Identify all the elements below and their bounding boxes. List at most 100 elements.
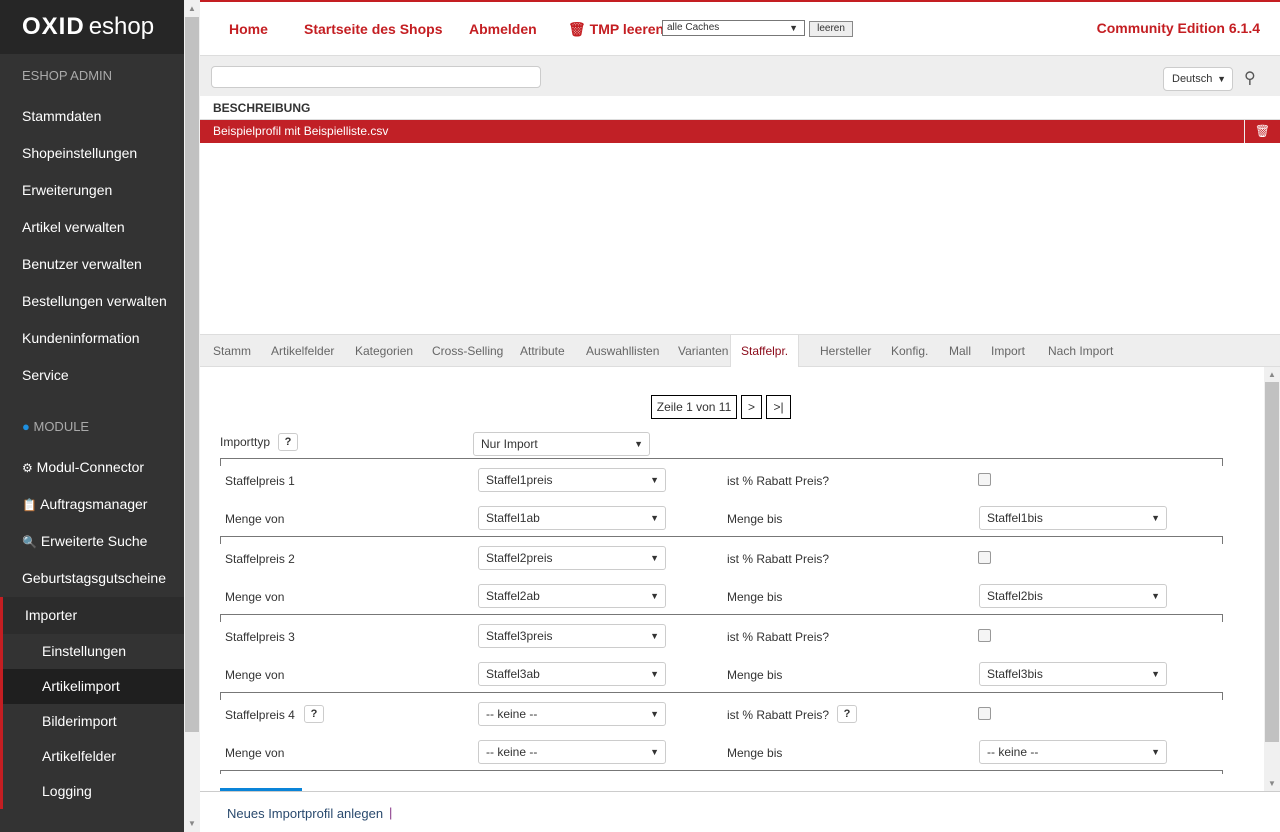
tab[interactable]: Stamm [213,344,252,358]
tab[interactable]: Mall [949,344,972,358]
from-select[interactable]: Staffel3ab ▼ [478,662,666,686]
sidebar-subitem[interactable]: Bilderimport [0,704,184,739]
price-select[interactable]: -- keine -- ▼ [478,702,666,726]
delete-icon[interactable]: 🗑 [1244,120,1280,143]
tab[interactable]: Cross-Selling [432,344,504,358]
pager-next-button[interactable]: > [741,395,762,419]
scroll-down-icon[interactable]: ▼ [1268,779,1276,788]
tab-bar: Stamm Artikelfelder Kategorien Cross-Sellin… [200,334,1280,368]
tab[interactable]: Varianten [678,344,729,358]
group-divider [220,770,1223,774]
chevron-down-icon: ▼ [1217,74,1226,84]
group-divider [220,458,1223,466]
home-link[interactable]: Home [229,21,268,37]
scroll-thumb[interactable] [1265,382,1279,742]
to-select[interactable]: Staffel1bis ▼ [979,506,1167,530]
list-row-selected[interactable]: Beispielprofil mit Beispielliste.csv 🗑 [200,120,1280,143]
from-select[interactable]: Staffel1ab ▼ [478,506,666,530]
cache-select[interactable]: alle Caches ▼ [662,20,805,36]
logout-link[interactable]: Abmelden [469,21,537,37]
sidebar-item[interactable]: Kundeninformation [22,330,140,346]
group-divider [220,692,1223,700]
sidebar-item[interactable]: Shopeinstellungen [22,145,138,161]
chevron-down-icon: ▼ [650,553,659,563]
tab[interactable]: Import [991,344,1026,358]
price-select[interactable]: Staffel1preis ▼ [478,468,666,492]
scroll-down-icon[interactable]: ▼ [188,819,196,828]
sidebar-module-item[interactable]: Geburtstagsgutscheine [22,570,166,586]
sidebar-item-importer[interactable]: Importer [0,597,184,634]
module-heading: ● MODULE [22,419,90,434]
chevron-down-icon: ▼ [1151,747,1160,757]
from-label: Menge von [225,746,285,760]
sidebar-subitem[interactable]: Einstellungen [0,634,184,669]
tab[interactable]: Konfig. [891,344,929,358]
search-input[interactable] [211,66,541,88]
pager-last-button[interactable]: >| [766,395,791,419]
sidebar-module-item[interactable]: 🔍 Erweiterte Suche [22,533,148,549]
clear-cache-button[interactable]: leeren [809,21,853,37]
search-icon[interactable]: ⚲ [1244,70,1256,87]
tab[interactable]: Staffelpr. [730,335,800,368]
rabatt-checkbox[interactable] [978,629,991,642]
rabatt-checkbox[interactable] [978,551,991,564]
from-label: Menge von [225,590,285,604]
tab[interactable]: Kategorien [355,344,414,358]
sidebar-item[interactable]: Bestellungen verwalten [22,293,167,309]
tmp-clear-link[interactable]: 🗑 TMP leeren [568,21,665,37]
help-button[interactable]: ? [304,705,324,723]
to-select[interactable]: Staffel3bis ▼ [979,662,1167,686]
import-type-select[interactable]: Nur Import ▼ [473,432,650,456]
chevron-down-icon: ▼ [789,23,798,33]
tab[interactable]: Hersteller [820,344,872,358]
chevron-down-icon: ▼ [650,591,659,601]
sidebar-module-item[interactable]: ⚙ Modul-Connector [22,459,145,475]
content-panel [200,367,1264,791]
tab[interactable]: Auswahllisten [586,344,660,358]
new-import-profile-link[interactable]: Neues Importprofil anlegen [227,806,384,821]
price-select[interactable]: Staffel3preis ▼ [478,624,666,648]
sidebar-scrollbar[interactable]: ▲ ▼ [184,0,200,832]
tab[interactable]: Nach Import [1048,344,1114,358]
to-select[interactable]: Staffel2bis ▼ [979,584,1167,608]
help-button[interactable]: ? [278,433,298,451]
scroll-thumb[interactable] [185,17,199,732]
separator: | [389,805,393,820]
rabatt-checkbox[interactable] [978,473,991,486]
from-select[interactable]: -- keine -- ▼ [478,740,666,764]
chevron-down-icon: ▼ [650,631,659,641]
sidebar-item[interactable]: Service [22,367,69,383]
price-label: Staffelpreis 3 [225,630,295,644]
sidebar-item[interactable]: Artikel verwalten [22,219,125,235]
sidebar-subitem[interactable]: Logging [0,774,184,809]
tab[interactable]: Artikelfelder [271,344,335,358]
tab[interactable]: Attribute [520,344,565,358]
sidebar-subitem[interactable]: Artikelfelder [0,739,184,774]
to-label: Menge bis [727,512,783,526]
price-label: Staffelpreis 2 [225,552,295,566]
chevron-down-icon: ▼ [650,669,659,679]
language-select[interactable]: Deutsch ▼ [1163,67,1233,91]
help-button[interactable]: ? [837,705,857,723]
chevron-down-icon: ▼ [1151,513,1160,523]
column-header-description[interactable]: BESCHREIBUNG [200,96,1280,120]
price-label: Staffelpreis 1 [225,474,295,488]
price-select[interactable]: Staffel2preis ▼ [478,546,666,570]
content-scrollbar[interactable]: ▲ ▼ [1264,367,1280,791]
chevron-down-icon: ▼ [650,513,659,523]
sidebar-item[interactable]: Erweiterungen [22,182,113,198]
pager-status: Zeile 1 von 11 [651,395,737,419]
rabatt-checkbox[interactable] [978,707,991,720]
group-divider [220,536,1223,544]
oxid-logo[interactable]: OXID eshop [0,0,184,54]
sidebar-item[interactable]: Benutzer verwalten [22,256,142,272]
sidebar-module-item[interactable]: 📋 Auftragsmanager [22,496,148,512]
scroll-up-icon[interactable]: ▲ [1268,370,1276,379]
sidebar-item[interactable]: Stammdaten [22,108,102,124]
to-select[interactable]: -- keine -- ▼ [979,740,1167,764]
search-bar: Deutsch ▼ ⚲ [200,55,1280,96]
shop-start-link[interactable]: Startseite des Shops [304,21,443,37]
scroll-up-icon[interactable]: ▲ [188,4,196,13]
from-select[interactable]: Staffel2ab ▼ [478,584,666,608]
sidebar-subitem[interactable]: Artikelimport [0,669,184,704]
